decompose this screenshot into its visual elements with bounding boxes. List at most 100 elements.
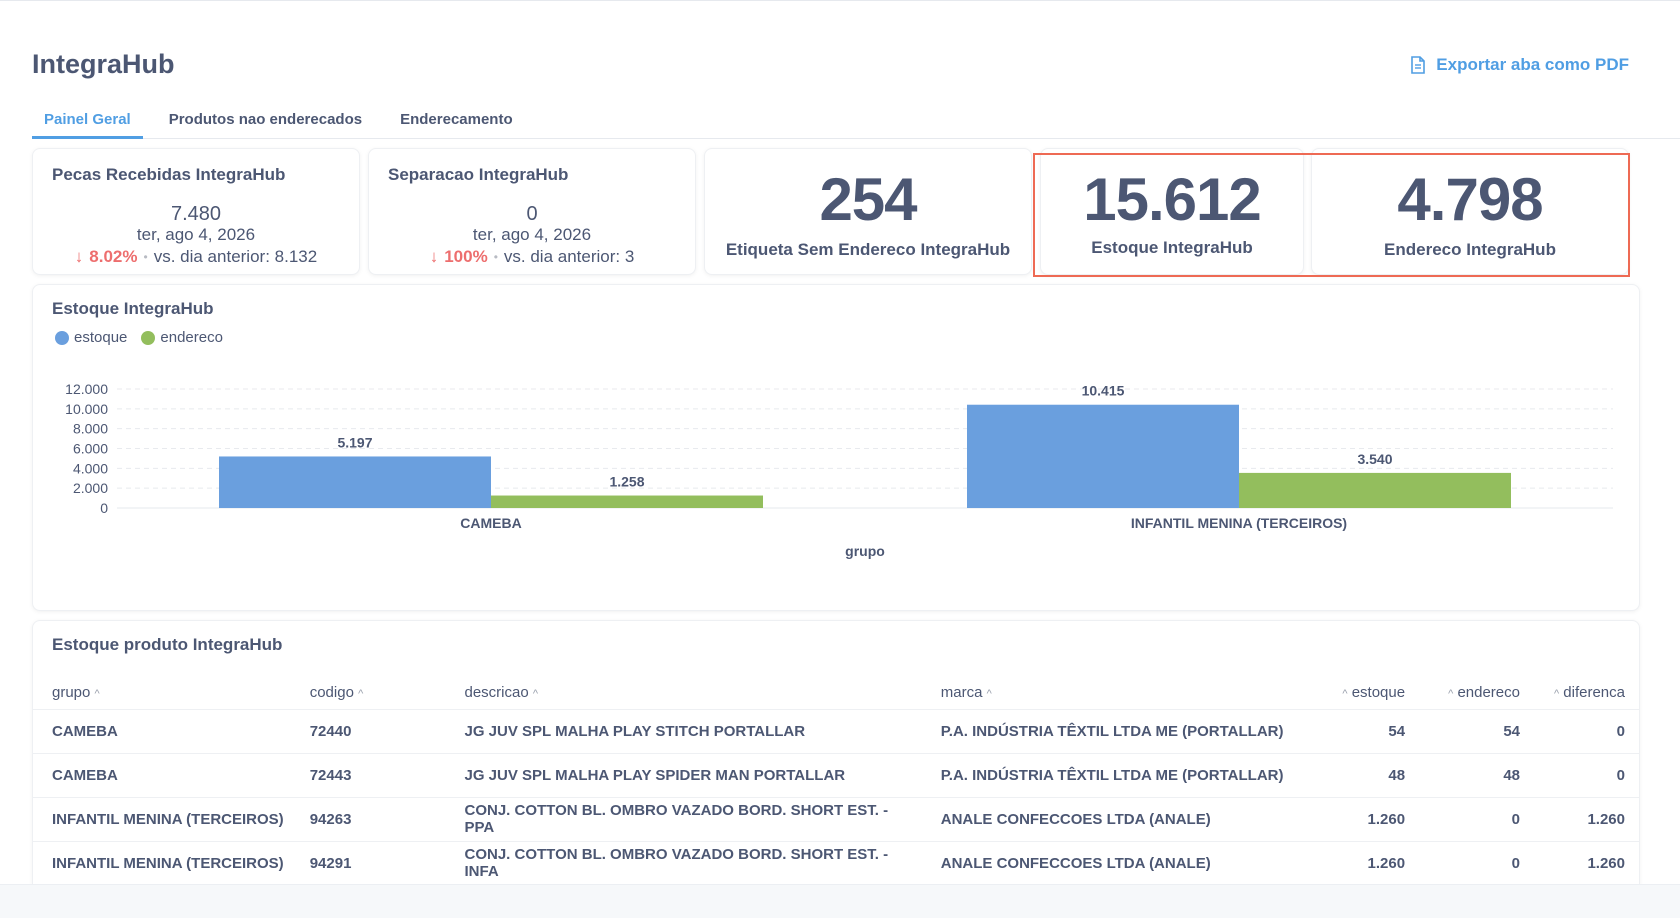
separator-dot: • [493,250,498,264]
cell-grupo: INFANTIL MENINA (TERCEIROS) [33,840,291,884]
kpi-estoque[interactable]: 15.612 Estoque IntegraHub [1040,148,1304,275]
kpi-value: 0 [526,203,538,225]
cell-grupo: CAMEBA [33,752,291,797]
sort-up-icon: ^ [358,688,364,701]
cell-descricao: JG JUV SPL MALHA PLAY STITCH PORTALLAR [445,708,922,753]
export-pdf-label: Exportar aba como PDF [1436,55,1629,74]
cell-codigo: 94263 [290,796,446,841]
cell-diferenca: 0 [1534,752,1639,797]
legend-swatch-endereco [141,330,156,345]
arrow-down-icon: ↓ [74,247,84,266]
cell-grupo: CAMEBA [33,708,291,753]
cell-descricao: CONJ. COTTON BL. OMBRO VAZADO BORD. SHOR… [445,796,922,841]
footer-strip [0,884,1680,918]
bar-endereco[interactable] [1239,472,1511,508]
tab-painel-geral[interactable]: Painel Geral [32,101,143,139]
kpi-big-label: Endereco IntegraHub [1384,240,1556,259]
y-tick-label: 2.000 [73,480,108,496]
kpi-previous: vs. dia anterior: 3 [503,247,635,266]
legend-label: endereco [160,329,223,346]
kpi-change: 100% [444,247,488,266]
tab-produtos-nao-enderecados[interactable]: Produtos nao enderecados [168,111,363,128]
x-tick-label: INFANTIL MENINA (TERCEIROS) [1131,515,1347,531]
cell-endereco: 0 [1419,796,1534,841]
cell-marca: P.A. INDÚSTRIA TÊXTIL LTDA ME (PORTALLAR… [921,708,1292,753]
table-header-row: grupo ^ codigo ^ descricao ^ marca ^ ^ e… [33,677,1639,709]
cell-estoque: 1.260 [1291,840,1420,884]
tab-bar: Painel Geral Produtos nao enderecados En… [32,101,1680,139]
table-row[interactable]: CAMEBA 72440 JG JUV SPL MALHA PLAY STITC… [33,708,1639,753]
kpi-endereco[interactable]: 4.798 Endereco IntegraHub [1311,148,1629,275]
legend-label: estoque [74,329,128,346]
table-title: Estoque produto IntegraHub [52,635,283,654]
cell-descricao: JG JUV SPL MALHA PLAY SPIDER MAN PORTALL… [445,752,922,797]
kpi-pecas-recebidas[interactable]: Pecas Recebidas IntegraHub 7.480 ter, ag… [32,148,360,275]
tab-enderecamento[interactable]: Enderecamento [400,111,513,128]
data-label: 3.540 [1357,451,1392,467]
kpi-change: 8.02% [89,247,138,266]
kpi-value: 7.480 [170,203,222,225]
cell-diferenca: 1.260 [1534,840,1639,884]
cell-endereco: 0 [1419,840,1534,884]
cell-endereco: 54 [1419,708,1534,753]
kpi-comparison: ↓ 100% • vs. dia anterior: 3 [369,247,695,267]
dashboard-title: IntegraHub [32,49,175,79]
data-label: 5.197 [337,434,372,450]
kpi-etiqueta-sem-endereco[interactable]: 254 Etiqueta Sem Endereco IntegraHub [704,148,1032,275]
cell-codigo: 94291 [290,840,446,884]
table-row[interactable]: CAMEBA 72443 JG JUV SPL MALHA PLAY SPIDE… [33,752,1639,797]
bar-endereco[interactable] [491,495,763,508]
data-label: 1.258 [609,474,644,490]
kpi-big-label: Estoque IntegraHub [1091,238,1253,257]
kpi-separacao[interactable]: Separacao IntegraHub 0 ter, ago 4, 2026 … [368,148,696,275]
document-icon [1411,56,1426,74]
table-card-estoque-produto: Estoque produto IntegraHub grupo ^ codig… [32,620,1640,884]
cell-marca: ANALE CONFECCOES LTDA (ANALE) [921,840,1292,884]
chart-legend: estoque endereco [55,329,223,346]
sort-up-icon: ^ [1342,688,1348,701]
chart-card-estoque: Estoque IntegraHub estoque endereco 0 2.0… [32,284,1640,611]
sort-up-icon: ^ [1448,688,1454,701]
cell-diferenca: 1.260 [1534,796,1639,841]
column-header-estoque[interactable]: ^ estoque [1342,684,1406,702]
cell-estoque: 54 [1291,708,1420,753]
cell-descricao: CONJ. COTTON BL. OMBRO VAZADO BORD. SHOR… [445,840,922,884]
sort-up-icon: ^ [94,688,100,701]
column-header-marca[interactable]: marca ^ [940,684,992,702]
cell-codigo: 72443 [290,752,446,797]
cell-endereco: 48 [1419,752,1534,797]
bar-chart: 0 2.000 4.000 6.000 8.000 10.000 12.000 5.197 1.… [65,381,1613,559]
table-row[interactable]: INFANTIL MENINA (TERCEIROS) 94263 CONJ. … [33,796,1639,841]
kpi-title: Pecas Recebidas IntegraHub [52,165,286,184]
legend-item-estoque[interactable]: estoque [55,329,127,346]
column-header-codigo[interactable]: codigo ^ [309,684,364,702]
y-tick-label: 12.000 [65,381,108,397]
chart-title: Estoque IntegraHub [52,299,214,318]
bar-estoque[interactable] [967,404,1239,508]
kpi-big-value: 254 [819,166,917,233]
y-tick-label: 0 [100,500,108,516]
export-pdf-button[interactable]: Exportar aba como PDF [1410,55,1629,75]
legend-item-endereco[interactable]: endereco [141,329,223,346]
kpi-big-label: Etiqueta Sem Endereco IntegraHub [725,240,1011,259]
column-header-diferenca[interactable]: ^ diferenca [1553,684,1625,702]
cell-codigo: 72440 [290,708,446,753]
table-row[interactable]: INFANTIL MENINA (TERCEIROS) 94291 CONJ. … [33,840,1639,884]
x-tick-label: CAMEBA [460,515,521,531]
sort-up-icon: ^ [1553,688,1560,701]
kpi-big-value: 15.612 [1083,166,1262,233]
arrow-down-icon: ↓ [429,247,439,266]
column-header-grupo[interactable]: grupo ^ [52,684,100,702]
x-axis-label: grupo [845,543,885,559]
kpi-comparison: ↓ 8.02% • vs. dia anterior: 8.132 [33,247,359,267]
kpi-date: ter, ago 4, 2026 [136,225,256,244]
sort-up-icon: ^ [986,688,992,701]
column-header-endereco[interactable]: ^ endereco [1448,684,1520,702]
cell-marca: ANALE CONFECCOES LTDA (ANALE) [921,796,1292,841]
y-tick-label: 4.000 [73,460,108,476]
data-table: grupo ^ codigo ^ descricao ^ marca ^ ^ e… [33,677,1639,884]
cell-grupo: INFANTIL MENINA (TERCEIROS) [33,796,291,841]
data-label: 10.415 [1082,383,1125,399]
column-header-descricao[interactable]: descricao ^ [464,684,539,702]
bar-estoque[interactable] [219,456,491,508]
